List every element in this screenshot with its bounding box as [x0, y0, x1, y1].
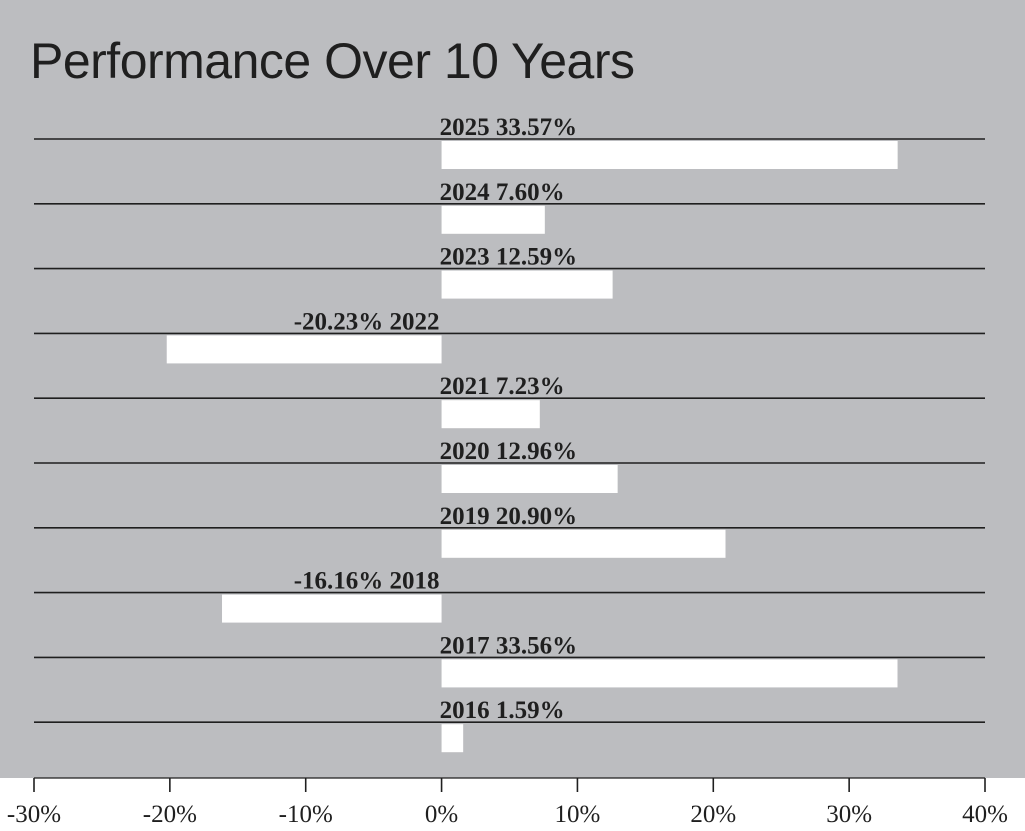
bar-2018: [222, 594, 442, 623]
bar-label-2020: 2020 12.96%: [440, 438, 577, 465]
bar-2017: [441, 659, 898, 688]
bar-label-2023: 2023 12.59%: [440, 244, 577, 271]
bar-label-2022: -20.23% 2022: [294, 308, 440, 335]
bar-2021: [441, 400, 540, 429]
x-tick-label-6: 30%: [826, 801, 872, 828]
bar-label-2018: -16.16% 2018: [294, 568, 440, 595]
bar-labels: 2025 33.57% 2024 7.60% 2023 12.59% -20.23% …: [294, 114, 577, 724]
bar-label-2017: 2017 33.56%: [440, 632, 577, 659]
x-axis: -30% -20% -10% 0% 10% 20% 30% 40%: [7, 777, 1008, 828]
bars: [166, 141, 898, 753]
axis-band: [0, 778, 1025, 831]
bar-label-2019: 2019 20.90%: [440, 503, 577, 530]
bar-2020: [441, 465, 618, 493]
x-tick-label-3: 0%: [425, 801, 458, 828]
bar-2023: [441, 270, 613, 299]
bar-label-2016: 2016 1.59%: [440, 697, 565, 724]
bar-2024: [441, 205, 545, 234]
x-tick-label-0: -30%: [7, 801, 61, 828]
bar-2016: [441, 724, 464, 753]
x-tick-label-5: 20%: [690, 801, 736, 828]
x-tick-label-4: 10%: [555, 801, 601, 828]
bar-2025: [441, 141, 898, 169]
plot-background: [0, 0, 1025, 778]
x-tick-label-7: 40%: [962, 801, 1008, 828]
grid-lines: [34, 138, 985, 724]
bar-2019: [441, 529, 726, 558]
bar-label-2025: 2025 33.57%: [440, 114, 577, 141]
x-tick-label-1: -20%: [143, 801, 197, 828]
bar-label-2024: 2024 7.60%: [440, 179, 565, 206]
bar-label-2021: 2021 7.23%: [440, 373, 565, 400]
chart-title: Performance Over 10 Years: [30, 33, 635, 89]
bar-2022: [166, 335, 442, 364]
x-tick-label-2: -10%: [279, 801, 333, 828]
